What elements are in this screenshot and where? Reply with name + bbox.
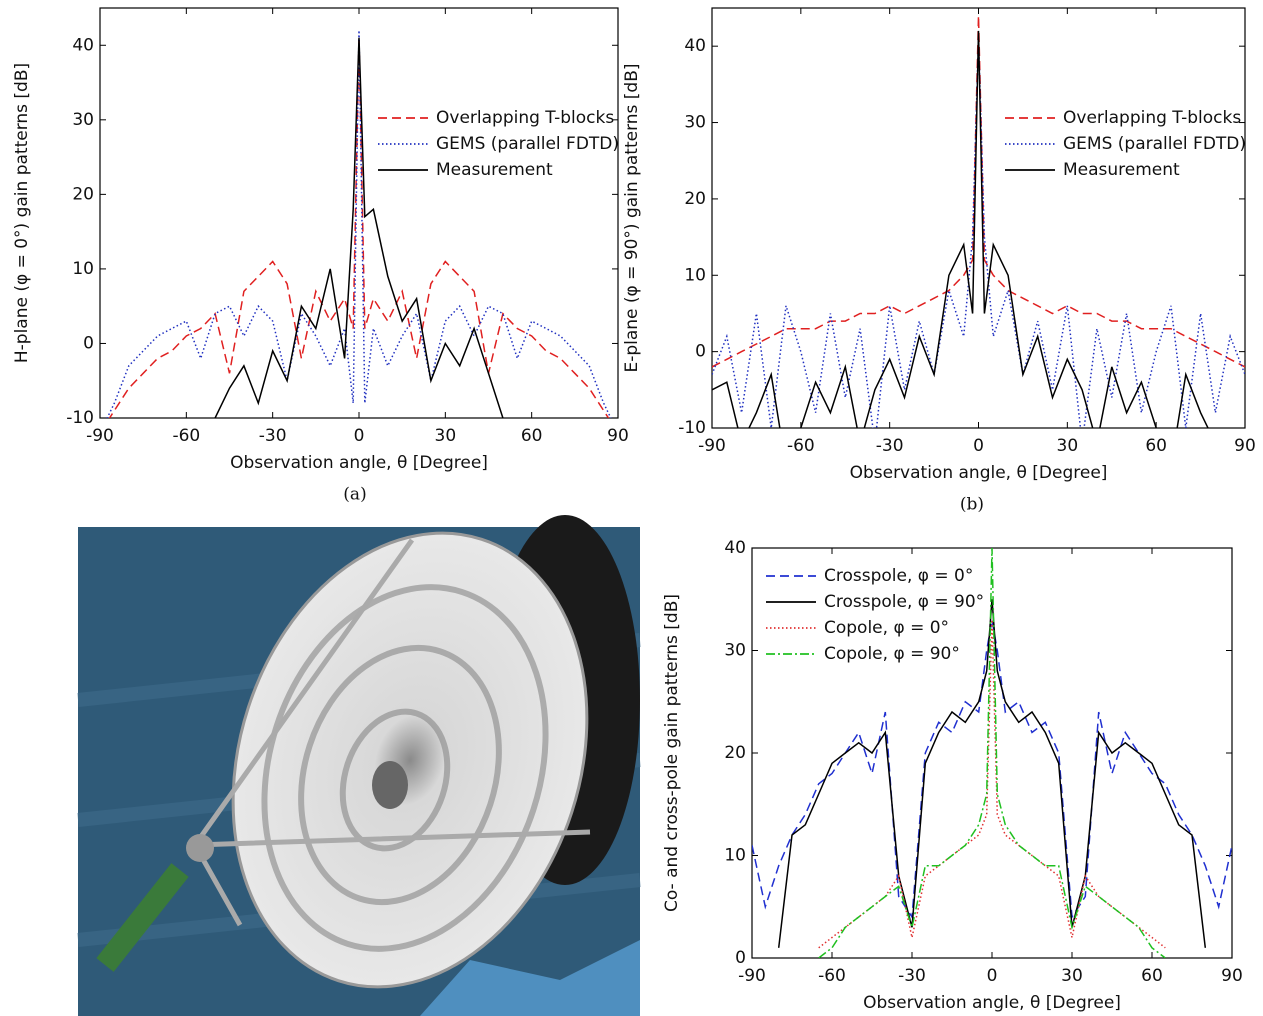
legend-label: Overlapping T-blocks — [436, 108, 614, 128]
series-line — [712, 30, 1209, 428]
legend-label: Overlapping T-blocks — [1063, 108, 1241, 128]
x-tick-label: 90 — [1234, 436, 1256, 456]
caption: (a) — [343, 485, 366, 505]
y-tick-label: 10 — [72, 259, 94, 279]
legend-label: GEMS (parallel FDTD) — [436, 134, 619, 154]
y-tick-label: 30 — [72, 110, 94, 130]
series-line — [818, 548, 1166, 958]
y-tick-label: 40 — [72, 35, 94, 55]
x-tick-label: -60 — [172, 426, 200, 446]
x-axis-label: Observation angle, θ [Degree] — [850, 463, 1108, 483]
x-tick-label: 90 — [607, 426, 629, 446]
x-axis-label: Observation angle, θ [Degree] — [230, 453, 488, 473]
y-tick-label: 40 — [684, 36, 706, 56]
y-tick-label: 20 — [724, 743, 746, 763]
x-tick-label: -30 — [259, 426, 287, 446]
y-tick-label: 20 — [684, 189, 706, 209]
legend-label: GEMS (parallel FDTD) — [1063, 134, 1246, 154]
y-tick-label: 0 — [83, 333, 94, 353]
y-axis-label: H-plane (φ = 0°) gain patterns [dB] — [12, 63, 32, 363]
x-tick-label: -30 — [876, 436, 904, 456]
y-tick-label: 0 — [735, 948, 746, 968]
y-tick-label: -10 — [66, 408, 94, 428]
chart: -10 0 10 20 30 40 -90 -60 -30 0 30 60 90 Observation … — [12, 7, 629, 505]
x-tick-label: 0 — [987, 966, 998, 986]
y-tick-label: -10 — [678, 418, 706, 438]
series-line — [712, 38, 1245, 428]
x-tick-label: 0 — [973, 436, 984, 456]
x-tick-label: -30 — [898, 966, 926, 986]
y-tick-label: 30 — [724, 641, 746, 661]
x-tick-label: -90 — [738, 966, 766, 986]
x-tick-label: 30 — [1061, 966, 1083, 986]
plot-frame — [711, 7, 1246, 429]
y-tick-label: 30 — [684, 113, 706, 133]
x-tick-label: -60 — [818, 966, 846, 986]
absorber-front — [420, 940, 640, 1016]
chart: -10 0 10 20 30 40 -90 -60 -30 0 30 60 90 Observation … — [622, 7, 1256, 515]
y-tick-label: 10 — [684, 265, 706, 285]
x-tick-label: -90 — [86, 426, 114, 446]
feed — [186, 834, 214, 862]
y-axis-label: E-plane (φ = 90°) gain patterns [dB] — [622, 63, 642, 372]
photo — [77, 515, 641, 1016]
x-tick-label: 60 — [1141, 966, 1163, 986]
y-tick-label: 0 — [695, 342, 706, 362]
x-tick-label: 0 — [354, 426, 365, 446]
x-tick-label: -90 — [698, 436, 726, 456]
feed-connector — [96, 863, 189, 972]
legend-label: Measurement — [1063, 160, 1180, 180]
disc-center — [372, 761, 408, 809]
series-line — [214, 37, 504, 418]
x-tick-label: 30 — [1057, 436, 1079, 456]
legend-label: Measurement — [436, 160, 553, 180]
y-tick-label: 10 — [724, 846, 746, 866]
y-tick-label: 40 — [724, 538, 746, 558]
legend-label: Crosspole, φ = 0° — [824, 566, 973, 586]
series-line — [818, 619, 1166, 949]
series-line — [712, 15, 1245, 368]
x-tick-label: 60 — [521, 426, 543, 446]
x-tick-label: 60 — [1145, 436, 1167, 456]
x-axis-label: Observation angle, θ [Degree] — [863, 993, 1121, 1013]
legend-label: Crosspole, φ = 90° — [824, 592, 984, 612]
legend-label: Copole, φ = 90° — [824, 644, 960, 664]
x-tick-label: 90 — [1221, 966, 1243, 986]
series-line — [108, 37, 610, 418]
x-tick-label: 30 — [435, 426, 457, 446]
series-line — [106, 30, 612, 418]
x-tick-label: -60 — [787, 436, 815, 456]
series-line — [752, 619, 1232, 920]
caption: (b) — [960, 495, 984, 515]
y-axis-label: Co- and cross-pole gain patterns [dB] — [662, 594, 682, 912]
series-line — [777, 599, 1207, 948]
legend-label: Copole, φ = 0° — [824, 618, 949, 638]
y-tick-label: 20 — [72, 184, 94, 204]
chart: 0 10 20 30 40 -90 -60 -30 0 30 60 90 Observation ang… — [662, 538, 1243, 1013]
